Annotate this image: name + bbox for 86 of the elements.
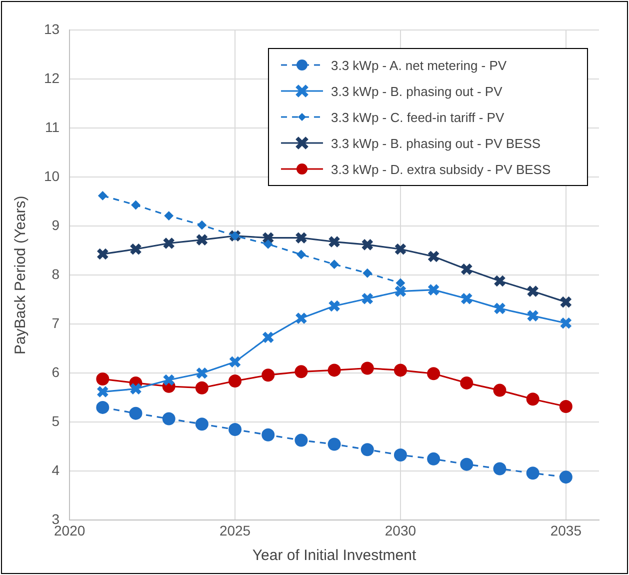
point [526,466,540,480]
point [427,250,440,263]
point [394,285,407,298]
point [294,232,308,244]
x-tick-label: 2030 [384,522,416,538]
point [195,381,208,394]
point [493,274,506,288]
point [493,462,506,476]
point [228,423,242,436]
y-tick-label: 5 [52,413,60,430]
legend-label: 3.3 kWp - B. phasing out - PV BESS [331,136,541,150]
point [460,262,473,276]
point [560,316,572,330]
point [129,406,142,420]
point [360,362,374,375]
legend-label: 3.3 kWp - A. net metering - PV [331,58,507,72]
point [162,412,176,426]
y-tick-label: 12 [44,70,60,86]
point [131,200,140,210]
point [294,434,308,447]
point [96,372,110,386]
point [162,236,176,250]
y-tick-label: 8 [52,266,60,282]
point [328,364,341,377]
point [362,268,372,278]
point [96,386,109,398]
point [162,374,176,386]
point [526,392,540,406]
y-tick-label: 11 [45,118,60,135]
y-tick-label: 6 [52,364,60,380]
point [394,364,407,377]
point [460,292,473,305]
x-axis-title: Year of Initial Investment [252,547,417,564]
point [195,418,208,431]
point [96,400,110,414]
y-tick-label: 9 [52,216,60,233]
point [526,285,540,298]
point [328,438,341,451]
point [460,376,474,390]
point [493,384,506,397]
point [130,382,142,396]
point [396,278,405,288]
point [262,368,275,382]
legend-label: 3.3 kWp - B. phasing out - PV [331,84,502,98]
point [262,232,274,244]
point [164,211,174,220]
point [560,296,572,308]
point [196,234,208,246]
point [493,302,506,315]
point [361,292,374,305]
point [427,452,440,466]
point [228,356,242,368]
point [394,242,407,256]
point [394,448,407,462]
point [264,240,273,249]
legend-label: 3.3 kWp - C. feed-in tariff - PV [331,110,504,124]
point [427,284,440,296]
point [294,312,308,324]
x-tick-label: 2035 [550,522,582,538]
point [361,238,374,251]
point [262,331,274,344]
point [559,470,572,484]
point [330,260,339,269]
x-tick-label: 2025 [219,522,251,538]
point [360,443,374,456]
point [526,310,540,322]
point [98,191,108,200]
point [197,220,206,230]
point [228,374,242,388]
point [328,300,341,312]
y-tick-label: 7 [52,314,60,331]
y-tick-label: 13 [44,20,60,37]
point [294,365,308,378]
point [130,242,142,256]
point [559,400,572,413]
point [296,250,306,260]
y-axis-title: PayBack Period (Years) [12,196,30,354]
point [262,428,275,442]
legend-label: 3.3 kWp - D. extra subsidy - PV BESS [331,162,551,176]
point [96,248,109,260]
y-tick-label: 4 [52,462,60,478]
y-tick-label: 10 [44,168,60,184]
point [328,236,341,248]
point [427,367,440,380]
point [196,366,208,380]
point [460,458,474,471]
